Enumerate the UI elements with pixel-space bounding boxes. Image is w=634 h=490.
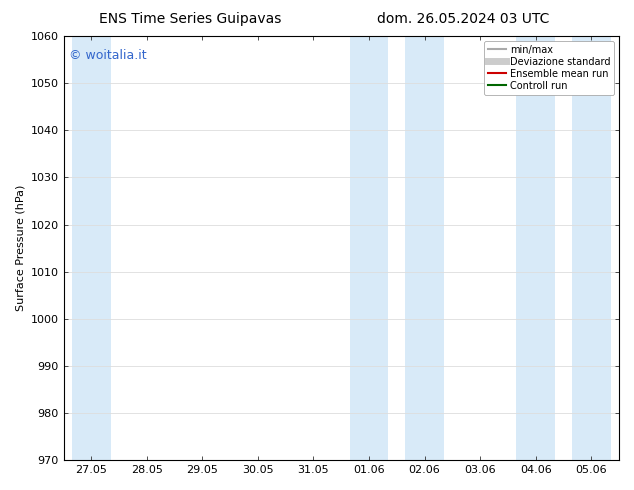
Bar <box>572 36 611 460</box>
Text: © woitalia.it: © woitalia.it <box>69 49 146 62</box>
Bar <box>72 36 111 460</box>
Bar <box>349 36 389 460</box>
Text: dom. 26.05.2024 03 UTC: dom. 26.05.2024 03 UTC <box>377 12 549 26</box>
Text: ENS Time Series Guipavas: ENS Time Series Guipavas <box>99 12 281 26</box>
Bar <box>405 36 444 460</box>
Legend: min/max, Deviazione standard, Ensemble mean run, Controll run: min/max, Deviazione standard, Ensemble m… <box>484 41 614 95</box>
Bar <box>516 36 555 460</box>
Y-axis label: Surface Pressure (hPa): Surface Pressure (hPa) <box>15 185 25 311</box>
